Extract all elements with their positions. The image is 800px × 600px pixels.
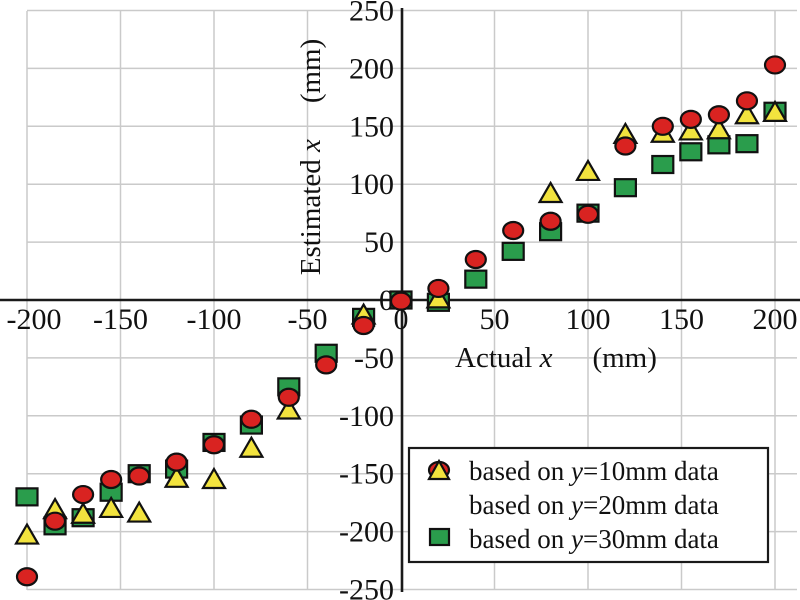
legend-box	[407, 446, 770, 564]
data-point-triangle	[14, 522, 40, 545]
data-point-triangle	[275, 397, 302, 420]
data-point-square	[501, 241, 525, 261]
y-axis-title: Estimated x (mm)	[295, 39, 327, 276]
data-point-circle	[43, 511, 67, 531]
data-point-triangle	[762, 99, 788, 123]
data-point-square	[735, 134, 759, 154]
legend-item-y20: based on y=20mm data	[427, 458, 719, 520]
legend-label-y10: based on y=10mm data	[469, 456, 719, 486]
y-axis-title-prefix: Estimated	[295, 152, 327, 275]
data-point-triangle	[575, 158, 601, 182]
data-point-triangle	[163, 465, 190, 488]
y-axis-title-symbol: x	[295, 139, 327, 153]
y-tick-label: -200	[339, 516, 394, 549]
data-point-circle	[71, 484, 95, 505]
data-point-circle	[202, 435, 226, 455]
y-tick-label: 50	[364, 226, 394, 259]
data-point-circle	[15, 567, 39, 587]
data-point-triangle	[201, 466, 227, 490]
y-tick-label: -50	[354, 342, 394, 375]
data-point-triangle	[677, 118, 704, 141]
data-point-circle	[165, 452, 188, 472]
data-point-circle	[240, 409, 263, 429]
y-tick-label: -100	[339, 400, 394, 433]
data-point-circle	[277, 387, 300, 407]
data-points	[14, 55, 788, 587]
data-point-circle	[707, 105, 731, 125]
x-tick-label: 0	[394, 303, 409, 336]
data-point-circle	[389, 291, 413, 311]
y-tick-label: 200	[349, 52, 394, 85]
x-tick-label: 200	[753, 303, 798, 336]
data-point-triangle	[126, 500, 153, 523]
y-axis-title-unit: (mm)	[295, 39, 327, 103]
gridlines	[26, 9, 797, 591]
data-point-circle	[679, 109, 702, 129]
x-axis-title: Actual x (mm)	[455, 342, 657, 374]
y-tick-label: 100	[349, 168, 394, 201]
data-point-square	[679, 142, 703, 162]
legend-label-y30: based on y=30mm data	[469, 524, 719, 554]
data-point-circle	[315, 355, 338, 375]
data-point-circle	[539, 211, 562, 231]
x-tick-label: 100	[566, 303, 611, 336]
data-point-square	[651, 154, 675, 175]
data-point-circle	[614, 136, 637, 156]
x-tick-label: -200	[7, 303, 62, 336]
data-point-circle	[464, 249, 487, 270]
legend-label-y20: based on y=20mm data	[469, 490, 719, 520]
x-tick-label: -100	[187, 303, 242, 336]
legend-triangle-marker-icon	[427, 458, 451, 481]
x-tick-label: 150	[659, 303, 704, 336]
legend-square-marker-icon	[428, 527, 451, 547]
x-tick-label: -50	[288, 303, 328, 336]
data-point-triangle	[705, 117, 732, 140]
legend-item-y10: based on y=10mm data	[427, 456, 719, 486]
x-tick-label: -150	[93, 303, 148, 336]
legend: based on y=10mm data based on y=20mm dat…	[407, 446, 770, 564]
data-point-circle	[576, 204, 600, 224]
data-point-circle	[735, 91, 759, 111]
data-point-circle	[651, 116, 674, 136]
data-point-triangle	[238, 435, 265, 458]
data-point-circle	[427, 278, 450, 299]
x-tick-labels: -200 -150 -100 -50 0 50 100 150 200	[7, 303, 798, 336]
data-point-triangle	[537, 180, 564, 204]
data-point-square	[15, 487, 39, 507]
data-point-circle	[763, 55, 787, 75]
y-tick-label: 250	[349, 0, 394, 28]
x-axis-title-symbol: x	[539, 342, 553, 374]
y-tick-label: 150	[349, 110, 394, 143]
data-point-square	[464, 269, 488, 289]
data-point-triangle	[70, 501, 97, 524]
legend-item-y30: based on y=30mm data	[428, 524, 719, 554]
x-tick-label: 50	[480, 303, 510, 336]
data-point-triangle	[98, 495, 125, 519]
data-point-circle	[352, 315, 375, 336]
y-tick-label: -150	[339, 458, 394, 491]
data-point-circle	[128, 466, 151, 486]
x-axis-title-unit: (mm)	[592, 342, 656, 374]
x-axis-title-prefix: Actual	[455, 342, 540, 374]
y-tick-label: -250	[339, 574, 394, 600]
data-point-triangle	[734, 102, 760, 125]
data-point-square	[613, 178, 638, 198]
data-point-circle	[100, 469, 123, 490]
data-point-circle	[502, 220, 525, 241]
